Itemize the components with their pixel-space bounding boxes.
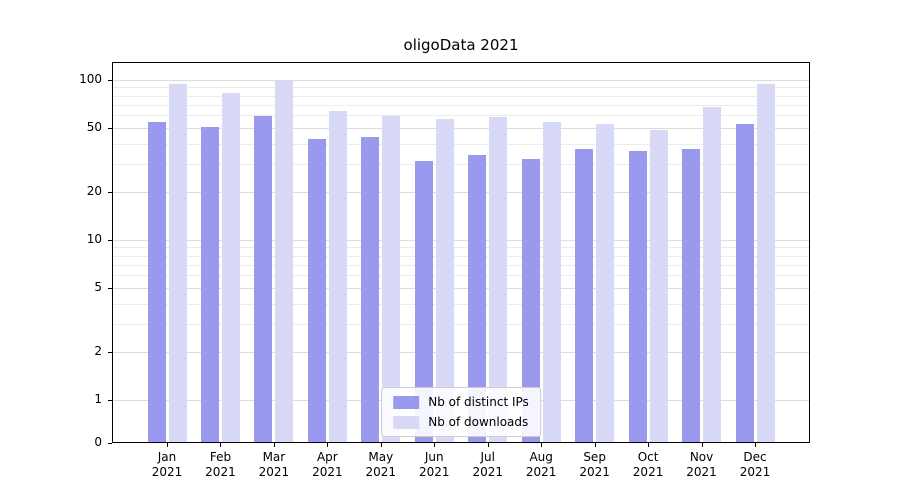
x-tick-mark	[648, 443, 650, 447]
bar-downloads	[703, 106, 722, 443]
x-tick-mark	[541, 443, 543, 447]
legend-item-downloads: Nb of downloads	[393, 415, 529, 429]
bar-distinct-ips	[682, 149, 701, 443]
x-tick-label: Dec 2021	[739, 450, 771, 479]
x-tick-label: Mar 2021	[258, 450, 290, 479]
minor-gridline	[112, 104, 810, 106]
x-tick-label: Aug 2021	[525, 450, 557, 479]
x-tick-mark	[701, 443, 703, 447]
x-tick-label: Oct 2021	[632, 450, 664, 479]
minor-gridline	[112, 115, 810, 117]
x-tick-mark	[273, 443, 275, 447]
bar-distinct-ips	[361, 137, 380, 443]
y-tick-mark	[108, 191, 112, 193]
x-tick-mark	[380, 443, 382, 447]
x-tick-mark	[755, 443, 756, 447]
x-tick-mark	[220, 443, 222, 447]
y-tick-label: 1	[94, 392, 102, 406]
major-gridline	[112, 288, 810, 290]
major-gridline	[112, 351, 810, 353]
legend: Nb of distinct IPs Nb of downloads	[381, 387, 541, 437]
bar-distinct-ips	[521, 159, 540, 443]
minor-gridline	[112, 163, 810, 165]
legend-swatch-distinct-ips-icon	[393, 395, 420, 409]
major-gridline	[112, 191, 810, 193]
chart-title: oligoData 2021	[403, 36, 519, 54]
bar-downloads	[542, 121, 561, 443]
x-tick-label: Apr 2021	[312, 450, 343, 479]
y-tick-label: 2	[94, 343, 102, 358]
y-tick-mark	[108, 288, 112, 290]
x-tick-mark	[167, 443, 168, 447]
x-tick-label: Jan 2021	[151, 450, 183, 479]
x-tick-label: Nov 2021	[686, 450, 717, 479]
bar-downloads	[168, 84, 187, 443]
y-tick-mark	[108, 351, 112, 353]
minor-gridline	[112, 143, 810, 145]
minor-gridline	[112, 255, 810, 257]
y-tick-mark	[108, 128, 112, 130]
legend-label-downloads: Nb of downloads	[428, 415, 529, 429]
bar-distinct-ips	[414, 161, 433, 443]
bar-distinct-ips	[575, 149, 594, 443]
minor-gridline	[112, 303, 810, 305]
major-gridline	[112, 80, 810, 81]
bar-downloads	[596, 124, 615, 443]
major-gridline	[112, 128, 810, 130]
minor-gridline	[112, 264, 810, 266]
y-tick-label: 100	[79, 72, 102, 86]
bar-downloads	[489, 116, 508, 443]
bar-distinct-ips	[200, 126, 219, 443]
x-tick-mark	[487, 443, 489, 447]
y-tick-mark	[108, 443, 112, 444]
bar-downloads	[756, 84, 775, 443]
x-tick-label: Jun 2021	[418, 450, 450, 479]
y-tick-label: 50	[86, 120, 102, 135]
major-gridline	[112, 240, 810, 241]
y-tick-label: 0	[94, 435, 102, 449]
legend-swatch-downloads-icon	[393, 415, 420, 429]
minor-gridline	[112, 87, 810, 89]
x-tick-label: Jul 2021	[472, 450, 503, 479]
plot-area	[112, 62, 810, 443]
y-tick-mark	[108, 80, 112, 81]
y-tick-label: 20	[86, 183, 102, 198]
x-tick-label: May 2021	[365, 450, 397, 479]
bar-distinct-ips	[735, 124, 754, 443]
bar-distinct-ips	[628, 151, 647, 443]
bar-downloads	[649, 129, 668, 443]
x-tick-label: Sep 2021	[579, 450, 610, 479]
minor-gridline	[112, 323, 810, 325]
y-tick-mark	[108, 400, 112, 401]
x-tick-label: Feb 2021	[205, 450, 236, 479]
minor-gridline	[112, 95, 810, 97]
minor-gridline	[112, 247, 810, 249]
x-tick-mark	[327, 443, 329, 447]
bar-downloads	[435, 119, 454, 443]
y-tick-label: 5	[94, 280, 102, 295]
bar-downloads	[221, 92, 240, 443]
minor-gridline	[112, 275, 810, 277]
bar-distinct-ips	[468, 154, 487, 443]
x-tick-mark	[594, 443, 596, 447]
bar-downloads	[382, 115, 401, 443]
y-tick-label: 10	[86, 232, 102, 246]
bar-distinct-ips	[147, 121, 166, 443]
x-tick-mark	[434, 443, 436, 447]
y-tick-mark	[108, 240, 112, 241]
bar-distinct-ips	[254, 115, 273, 443]
bar-downloads	[328, 111, 347, 443]
bar-distinct-ips	[307, 138, 326, 443]
legend-label-distinct-ips: Nb of distinct IPs	[428, 395, 529, 409]
legend-item-distinct-ips: Nb of distinct IPs	[393, 395, 529, 409]
bar-downloads	[275, 80, 294, 443]
